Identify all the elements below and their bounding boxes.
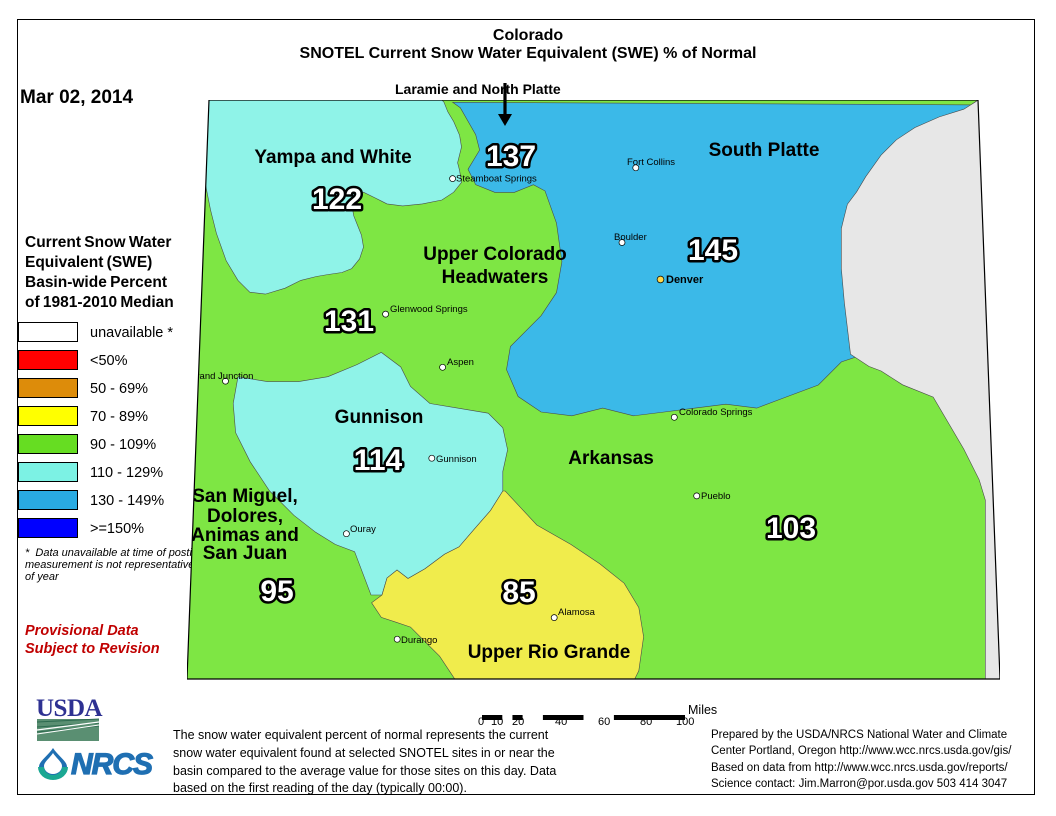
svg-text:San Miguel,: San Miguel, [192,486,298,507]
svg-text:Durango: Durango [401,635,437,646]
svg-text:South Platte: South Platte [709,140,820,161]
svg-text:Steamboat Springs: Steamboat Springs [456,174,537,185]
svg-text:114: 114 [354,444,403,477]
svg-text:NRCS: NRCS [71,748,153,780]
svg-text:Colorado Springs: Colorado Springs [679,407,753,418]
svg-text:Arkansas: Arkansas [568,448,654,469]
svg-text:Fort Collins: Fort Collins [627,157,675,168]
svg-text:Boulder: Boulder [614,232,647,243]
svg-text:Glenwood Springs: Glenwood Springs [390,304,468,315]
svg-text:Denver: Denver [666,274,704,286]
svg-text:Pueblo: Pueblo [701,491,731,502]
svg-text:122: 122 [312,183,362,216]
svg-text:USDA: USDA [36,695,103,722]
svg-text:103: 103 [766,512,816,545]
svg-text:Gunnison: Gunnison [335,407,424,428]
svg-text:131: 131 [324,305,374,338]
svg-text:95: 95 [260,575,293,608]
svg-text:85: 85 [502,576,535,609]
svg-text:Upper Colorado: Upper Colorado [423,244,567,265]
svg-text:145: 145 [688,234,738,267]
svg-text:137: 137 [486,140,536,173]
svg-text:Yampa and White: Yampa and White [254,147,411,168]
svg-text:Upper Rio Grande: Upper Rio Grande [468,642,631,663]
svg-text:Alamosa: Alamosa [558,607,596,618]
svg-text:Aspen: Aspen [447,357,474,368]
svg-text:San Juan: San Juan [203,543,287,564]
svg-text:Ouray: Ouray [350,524,376,535]
svg-text:Headwaters: Headwaters [442,267,549,288]
svg-text:Gunnison: Gunnison [436,454,477,465]
svg-text:Dolores,: Dolores, [207,506,283,527]
